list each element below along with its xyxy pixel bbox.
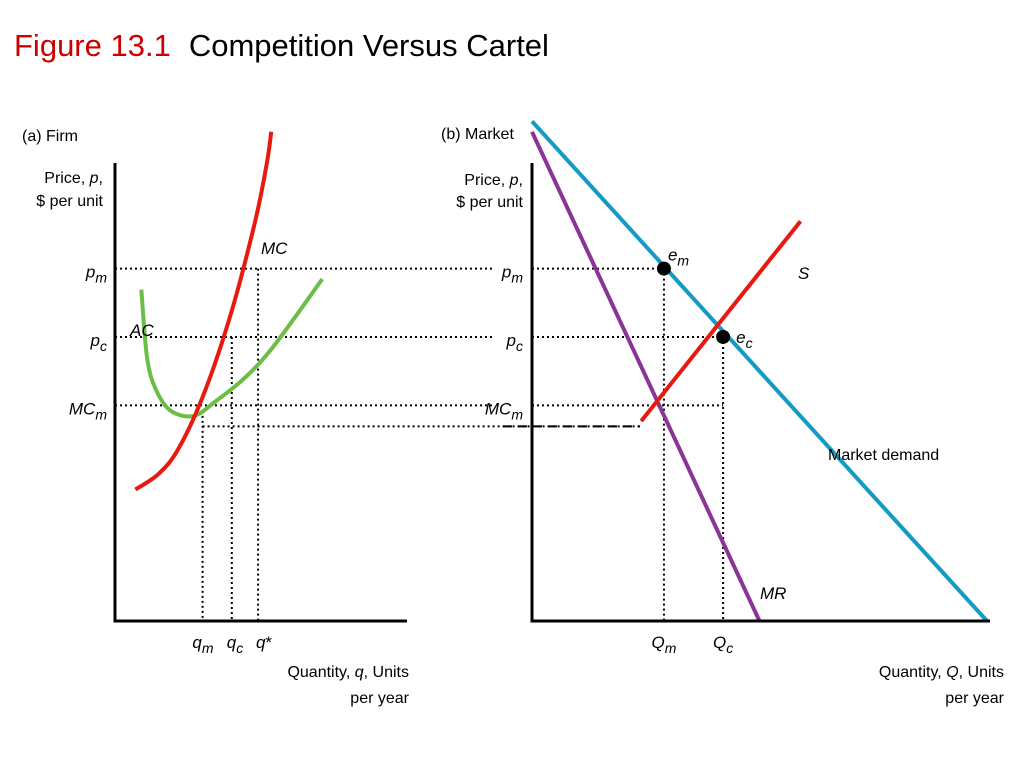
firm-y-axis-label: Price, p, <box>44 170 103 187</box>
market-demand-curve <box>530 119 989 623</box>
firm-quantity-label-qc: qc <box>227 633 243 656</box>
figure-title: Competition Versus Cartel <box>188 28 549 63</box>
market-supply-label: S <box>798 264 810 283</box>
market-tick-label-pm: pm <box>501 263 523 286</box>
market-point-label-em: em <box>668 246 689 269</box>
firm-tick-label-MCm: MCm <box>69 399 107 422</box>
firm-y-axis-unit: $ per unit <box>36 193 103 210</box>
figure-number: Figure 13.1 <box>14 28 171 63</box>
market-y-axis-unit: $ per unit <box>456 194 523 211</box>
market-point-em <box>656 261 671 276</box>
market-point-label-ec: ec <box>736 328 752 351</box>
market-quantity-label-Qm: Qm <box>651 633 676 656</box>
firm-mc-label: MC <box>261 239 288 258</box>
firm-quantity-label-qm: qm <box>192 633 213 656</box>
firm-tick-label-pc: pc <box>90 331 107 354</box>
market-x-axis-unit: per year <box>945 690 1004 707</box>
market-point-ec <box>716 329 731 344</box>
firm-x-axis-unit: per year <box>350 690 409 707</box>
market-mr-label: MR <box>760 584 786 603</box>
market-quantity-label-Qc: Qc <box>713 633 733 656</box>
firm-quantity-label-qstar: q* <box>256 633 272 652</box>
market-y-axis-label: Price, p, <box>464 172 523 189</box>
panel-label-firm: (a) Firm <box>22 128 78 145</box>
market-x-axis-label: Quantity, Q, Units <box>879 664 1004 681</box>
market-tick-label-pc: pc <box>506 331 523 354</box>
market-demand-label: Market demand <box>828 447 939 464</box>
firm-tick-label-pm: pm <box>85 263 107 286</box>
market-mr-curve <box>530 130 762 622</box>
panel-label-market: (b) Market <box>441 126 514 143</box>
market-tick-label-MCm: MCm <box>485 399 523 422</box>
firm-x-axis-label: Quantity, q, Units <box>287 664 409 681</box>
firm-mc-curve <box>134 131 274 492</box>
page-title: Figure 13.1 Competition Versus Cartel <box>14 28 549 64</box>
market-supply-curve <box>639 219 803 423</box>
firm-ac-label: AC <box>129 321 154 340</box>
